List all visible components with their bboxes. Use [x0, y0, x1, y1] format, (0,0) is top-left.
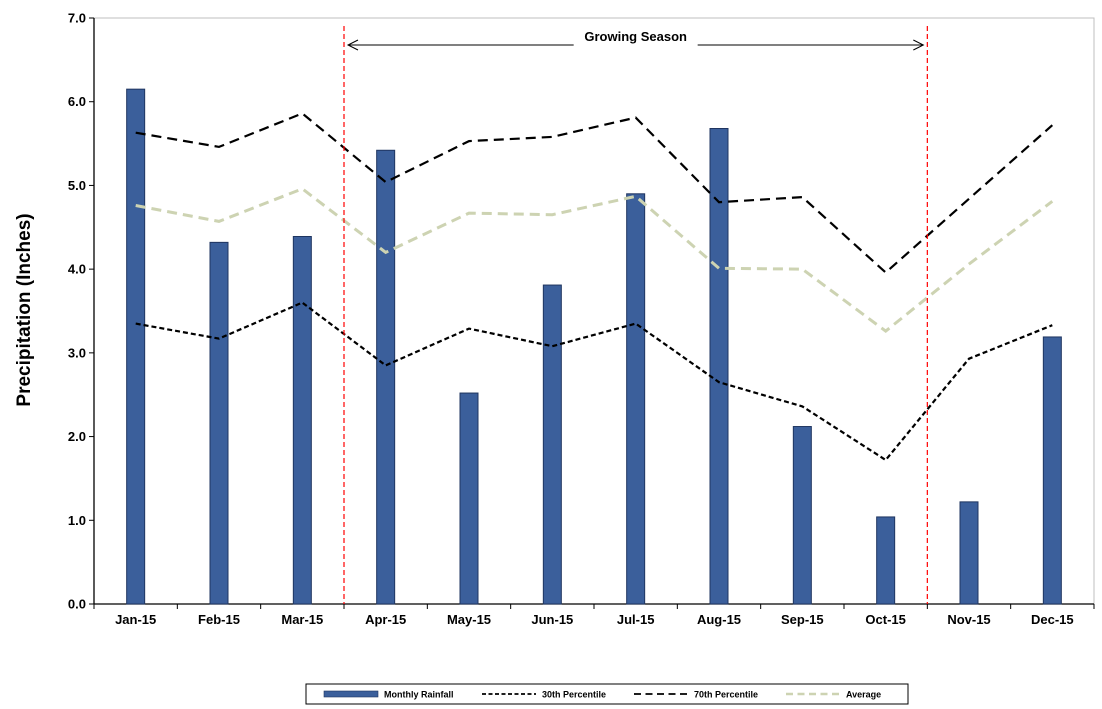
- y-tick-label: 2.0: [68, 429, 86, 444]
- legend-label: Average: [846, 690, 881, 700]
- arrowhead-right-icon: [913, 39, 925, 51]
- line-30th-percentile: [135, 301, 1053, 462]
- y-tick-label: 5.0: [68, 178, 86, 193]
- bar-monthly-rainfall: [209, 241, 229, 605]
- y-tick-label: 3.0: [68, 345, 86, 360]
- bar-monthly-rainfall: [459, 392, 479, 605]
- y-tick-label: 6.0: [68, 94, 86, 109]
- bar-monthly-rainfall: [126, 88, 146, 605]
- y-tick-label: 4.0: [68, 262, 86, 277]
- x-tick-label: Aug-15: [697, 612, 741, 627]
- x-tick-label: Jan-15: [115, 612, 156, 627]
- line-average: [135, 187, 1054, 333]
- bar-monthly-rainfall: [542, 284, 562, 605]
- legend-swatch: [323, 690, 379, 698]
- x-tick-label: Mar-15: [281, 612, 323, 627]
- bar-monthly-rainfall: [792, 426, 812, 605]
- x-tick-label: Dec-15: [1031, 612, 1074, 627]
- x-tick-label: Nov-15: [947, 612, 990, 627]
- y-axis-title: Precipitation (Inches): [14, 213, 35, 406]
- plot-area: 0.0 1.0 2.0 3.0 4.0 5.0 6.0 7.0 Jan-15 Feb-15 Mar-…: [68, 11, 1095, 627]
- legend-label: 70th Percentile: [694, 690, 758, 700]
- x-tick-label: Jun-15: [531, 612, 573, 627]
- bar-monthly-rainfall: [1042, 336, 1062, 605]
- legend-label: 30th Percentile: [542, 690, 606, 700]
- line-70th-percentile: [135, 112, 1054, 274]
- legend: Monthly Rainfall 30th Percentile 70th Perc…: [305, 683, 909, 705]
- legend-label: Monthly Rainfall: [384, 690, 454, 700]
- bar-monthly-rainfall: [709, 128, 729, 605]
- arrowhead-left-icon: [346, 39, 359, 51]
- bar-monthly-rainfall: [626, 193, 646, 605]
- legend-box: [305, 683, 909, 705]
- x-tick-label: Feb-15: [198, 612, 240, 627]
- bar-monthly-rainfall: [876, 516, 896, 605]
- y-tick-label: 7.0: [68, 11, 86, 26]
- x-tick-label: Apr-15: [365, 612, 406, 627]
- x-tick-label: May-15: [447, 612, 491, 627]
- bar-monthly-rainfall: [376, 149, 396, 605]
- bar-monthly-rainfall: [292, 235, 312, 605]
- x-tick-label: Oct-15: [865, 612, 905, 627]
- growing-season-label: Growing Season: [584, 29, 687, 44]
- y-tick-label: 0.0: [68, 597, 86, 612]
- x-tick-label: Sep-15: [781, 612, 824, 627]
- plot-frame: [93, 17, 1095, 605]
- bar-monthly-rainfall: [959, 501, 979, 605]
- y-tick-label: 1.0: [68, 513, 86, 528]
- x-tick-label: Jul-15: [617, 612, 655, 627]
